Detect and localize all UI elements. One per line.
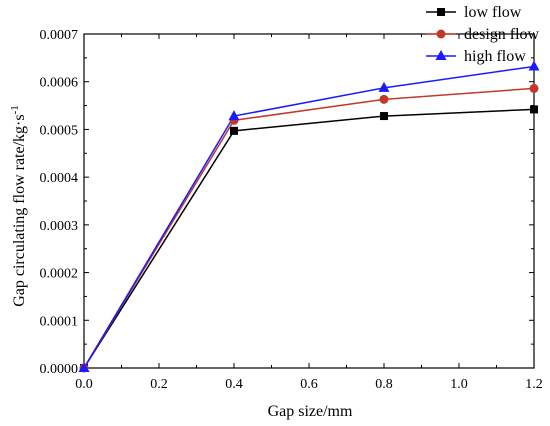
y-tick-label: 0.0001 bbox=[40, 314, 79, 329]
y-axis-title: Gap circulating flow rate/kg·s-1 bbox=[9, 105, 28, 307]
y-axis-ticks: 0.0000 0.0001 0.0002 0.0003 0.0004 0.0005 0.00… bbox=[40, 28, 534, 377]
y-axis-title-text: Gap circulating flow rate/kg·s bbox=[11, 114, 28, 306]
x-tick-label: 0.6 bbox=[300, 377, 318, 392]
x-axis-title: Gap size/mm bbox=[268, 403, 353, 420]
data-point-low-flow bbox=[230, 126, 238, 135]
legend-label-low-flow: low flow bbox=[464, 4, 522, 21]
x-tick-label: 1.2 bbox=[525, 377, 543, 392]
series-line-low-flow bbox=[83, 108, 535, 369]
data-point-design-flow bbox=[379, 94, 389, 104]
y-tick-label: 0.0002 bbox=[40, 267, 79, 282]
legend-marker-low-flow bbox=[437, 8, 445, 16]
y-tick-label: 0.0006 bbox=[40, 76, 79, 91]
y-axis-title-superscript: -1 bbox=[9, 105, 21, 114]
legend-label-design-flow: design flow bbox=[464, 26, 540, 43]
data-point-high-flow bbox=[78, 362, 90, 372]
series-line-high-flow bbox=[83, 65, 535, 369]
y-tick-label: 0.0000 bbox=[40, 362, 79, 377]
legend: low flow design flow high flow bbox=[426, 4, 540, 65]
y-tick-label: 0.0003 bbox=[40, 219, 79, 234]
plot-frame bbox=[83, 33, 535, 369]
x-tick-label: 0.0 bbox=[75, 377, 93, 392]
series-lines bbox=[83, 65, 535, 369]
x-tick-label: 0.8 bbox=[375, 377, 393, 392]
series-line-design-flow bbox=[83, 87, 535, 369]
plot-axes bbox=[83, 33, 535, 369]
x-tick-label: 0.4 bbox=[225, 377, 243, 392]
legend-marker-design-flow bbox=[436, 29, 446, 39]
y-tick-label: 0.0007 bbox=[40, 28, 79, 43]
x-axis-ticks: 0.0 0.2 0.4 0.6 0.8 1.0 1.2 bbox=[75, 34, 543, 392]
data-point-design-flow bbox=[529, 83, 539, 93]
svg-text:Gap circulating flow rate/kg·s: Gap circulating flow rate/kg·s-1 bbox=[9, 105, 28, 307]
data-point-low-flow bbox=[380, 112, 388, 121]
y-tick-label: 0.0005 bbox=[40, 123, 79, 138]
data-point-high-flow bbox=[378, 81, 390, 92]
x-tick-label: 1.0 bbox=[450, 377, 468, 392]
data-point-high-flow bbox=[528, 60, 540, 71]
series-markers bbox=[78, 60, 540, 373]
data-point-high-flow bbox=[228, 110, 240, 121]
legend-marker-high-flow bbox=[435, 50, 447, 60]
y-tick-label: 0.0004 bbox=[40, 171, 79, 186]
legend-label-high-flow: high flow bbox=[464, 48, 526, 65]
data-point-low-flow bbox=[530, 105, 538, 114]
x-tick-label: 0.2 bbox=[150, 377, 168, 392]
